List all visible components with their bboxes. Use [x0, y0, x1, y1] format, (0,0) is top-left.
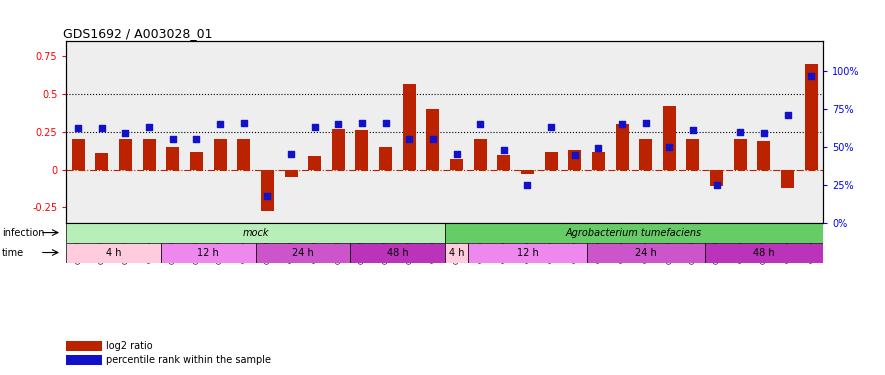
Bar: [616, 124, 628, 170]
Text: mock: mock: [242, 228, 269, 238]
Bar: [473, 140, 487, 170]
Bar: [96, 153, 108, 170]
Point: [355, 120, 369, 126]
Bar: [781, 170, 794, 188]
Bar: [142, 140, 156, 170]
Bar: [332, 129, 345, 170]
Text: 24 h: 24 h: [292, 248, 313, 258]
Bar: [468, 243, 587, 262]
Point: [213, 121, 227, 127]
Text: 12 h: 12 h: [517, 248, 538, 258]
Point: [95, 125, 109, 131]
Point: [165, 136, 180, 142]
Point: [591, 145, 605, 151]
Point: [544, 124, 558, 130]
Text: 24 h: 24 h: [635, 248, 657, 258]
Bar: [261, 170, 273, 210]
Bar: [710, 170, 723, 186]
Point: [119, 130, 133, 136]
Point: [757, 130, 771, 136]
Point: [308, 124, 322, 130]
Bar: [161, 243, 256, 262]
Point: [379, 120, 393, 126]
Text: log2 ratio: log2 ratio: [106, 341, 153, 351]
Bar: [450, 159, 463, 170]
Point: [260, 193, 274, 199]
Bar: [72, 140, 85, 170]
Text: percentile rank within the sample: percentile rank within the sample: [106, 355, 271, 365]
Bar: [308, 156, 321, 170]
Point: [284, 151, 298, 157]
Bar: [568, 150, 581, 170]
Bar: [66, 355, 102, 365]
Bar: [66, 340, 102, 351]
Bar: [119, 140, 132, 170]
Point: [520, 182, 535, 188]
Bar: [213, 140, 227, 170]
Text: 48 h: 48 h: [387, 248, 408, 258]
Bar: [521, 170, 534, 174]
Bar: [66, 223, 445, 243]
Bar: [445, 243, 468, 262]
Bar: [445, 223, 823, 243]
Bar: [663, 106, 676, 170]
Bar: [190, 152, 203, 170]
Bar: [544, 152, 558, 170]
Point: [426, 136, 440, 142]
Bar: [284, 170, 297, 177]
Point: [71, 125, 85, 131]
Point: [686, 128, 700, 134]
Text: time: time: [2, 248, 24, 258]
Bar: [639, 140, 652, 170]
Point: [236, 120, 250, 126]
Bar: [66, 243, 161, 262]
Text: Agrobacterium tumefaciens: Agrobacterium tumefaciens: [566, 228, 702, 238]
Point: [473, 121, 488, 127]
Bar: [804, 64, 818, 170]
Bar: [350, 243, 445, 262]
Bar: [356, 130, 368, 170]
Text: 4 h: 4 h: [449, 248, 465, 258]
Bar: [427, 109, 439, 170]
Point: [142, 124, 157, 130]
Bar: [166, 147, 180, 170]
Point: [662, 144, 676, 150]
Bar: [704, 243, 823, 262]
Bar: [587, 243, 704, 262]
Point: [331, 121, 345, 127]
Point: [733, 129, 747, 135]
Bar: [237, 140, 250, 170]
Bar: [256, 243, 350, 262]
Point: [781, 111, 795, 117]
Text: infection: infection: [2, 228, 44, 238]
Bar: [592, 152, 605, 170]
Point: [567, 152, 581, 157]
Text: 12 h: 12 h: [197, 248, 219, 258]
Point: [450, 151, 464, 157]
Point: [402, 136, 416, 142]
Point: [496, 147, 511, 153]
Bar: [379, 147, 392, 170]
Point: [615, 121, 629, 127]
Text: 48 h: 48 h: [753, 248, 774, 258]
Point: [804, 73, 819, 79]
Point: [189, 136, 204, 142]
Bar: [758, 141, 771, 170]
Bar: [403, 84, 416, 170]
Text: GDS1692 / A003028_01: GDS1692 / A003028_01: [63, 27, 212, 40]
Point: [639, 120, 653, 126]
Text: 4 h: 4 h: [106, 248, 121, 258]
Point: [710, 182, 724, 188]
Bar: [497, 154, 511, 170]
Bar: [734, 140, 747, 170]
Bar: [687, 140, 699, 170]
